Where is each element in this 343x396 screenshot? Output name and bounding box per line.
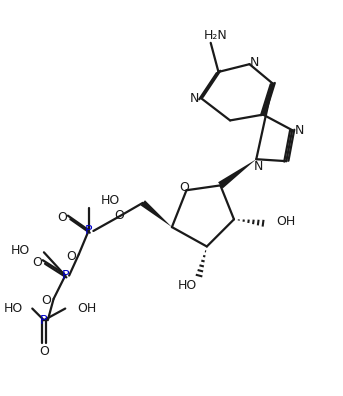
Polygon shape: [141, 200, 172, 227]
Text: P: P: [40, 314, 48, 327]
Text: OH: OH: [277, 215, 296, 228]
Polygon shape: [218, 159, 256, 188]
Text: HO: HO: [178, 279, 197, 292]
Text: O: O: [180, 181, 189, 194]
Text: N: N: [295, 124, 305, 137]
Text: O: O: [39, 345, 49, 358]
Text: O: O: [57, 211, 67, 224]
Text: O: O: [66, 250, 76, 263]
Text: HO: HO: [3, 302, 23, 315]
Text: H₂N: H₂N: [204, 29, 227, 42]
Text: P: P: [85, 225, 92, 238]
Text: O: O: [41, 294, 51, 307]
Text: OH: OH: [77, 302, 96, 315]
Text: O: O: [115, 209, 125, 222]
Text: N: N: [190, 91, 199, 105]
Text: N: N: [253, 160, 263, 173]
Text: O: O: [32, 255, 42, 268]
Text: HO: HO: [11, 244, 30, 257]
Text: HO: HO: [101, 194, 120, 208]
Text: N: N: [250, 56, 259, 69]
Text: P: P: [61, 269, 69, 282]
